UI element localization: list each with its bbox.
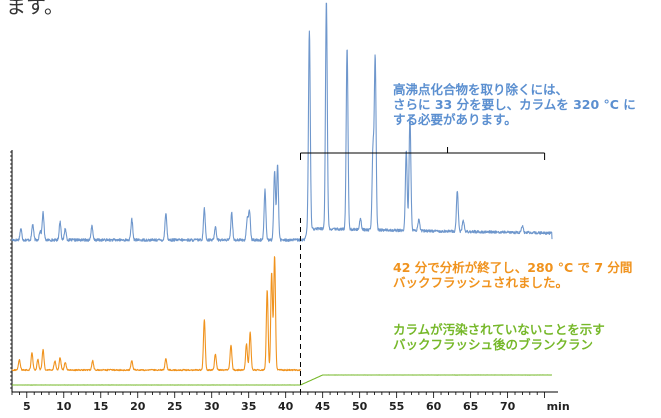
annotation-marks [299,147,546,392]
x-tick-label: 70 [500,400,516,413]
x-unit-label: min [547,400,570,413]
annotation-blue-line-3: する必要があります。 [393,112,517,127]
x-tick-label: 50 [352,400,368,413]
trace-green [11,374,553,386]
annotation-blue-line-2: さらに 33 分を要し、カラムを 320 °C に [393,97,636,112]
x-tick-label: 65 [463,400,478,413]
annotation-blue-line-1: 高沸点化合物を取り除くには、 [393,82,569,97]
annotation-orange-line-2: バックフラッシュされました。 [393,275,569,290]
x-axis: 5 10 15 20 25 30 35 40 45 50 55 60 65 70 min [10,150,570,413]
trace-blue [11,2,553,242]
top-text: ます。 [6,0,64,18]
x-tick-label: 35 [241,400,256,413]
annotation-green-line-2: バックフラッシュ後のブランクラン [393,337,594,352]
x-tick-label: 20 [130,400,146,413]
trace-orange [11,256,301,372]
x-tick-label: 10 [56,400,72,413]
annotation-green: カラムが汚染されていないことを示す バックフラッシュ後のブランクラン [393,322,605,352]
x-tick-label: 25 [167,400,182,413]
x-tick-label: 55 [389,400,404,413]
annotation-blue: 高沸点化合物を取り除くには、 さらに 33 分を要し、カラムを 320 °C に… [393,82,636,127]
x-tick-label: 60 [426,400,442,413]
chromatogram-traces [11,2,553,386]
x-tick-label: 5 [23,400,31,413]
annotation-green-line-1: カラムが汚染されていないことを示す [393,322,605,337]
annotation-orange: 42 分で分析が終了し、280 °C で 7 分間 バックフラッシュされました。 [393,260,632,290]
x-tick-label: 40 [278,400,294,413]
annotation-orange-line-1: 42 分で分析が終了し、280 °C で 7 分間 [393,260,633,275]
x-tick-label: 30 [204,400,220,413]
x-tick-label: 15 [93,400,108,413]
x-tick-label: 45 [315,400,330,413]
